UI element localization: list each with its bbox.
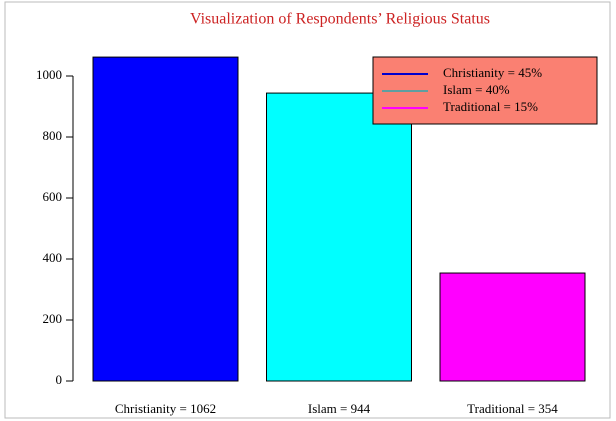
y-tick-label: 400 [43, 250, 63, 265]
y-tick-label: 200 [43, 311, 63, 326]
frame [4, 1, 611, 419]
x-tick-label: Islam = 944 [308, 401, 371, 416]
x-tick-label: Christianity = 1062 [115, 401, 216, 416]
legend-label: Christianity = 45% [443, 65, 542, 80]
bar [92, 56, 239, 382]
y-tick-label: 0 [56, 372, 63, 387]
x-tick-label: Traditional = 354 [467, 401, 558, 416]
y-tick-label: 800 [43, 128, 63, 143]
legend-label: Traditional = 15% [443, 99, 538, 114]
chart-title: Visualization of Respondents’ Religious … [190, 11, 490, 28]
y-tick-label: 1000 [36, 67, 62, 82]
legend-label: Islam = 40% [443, 82, 510, 97]
bar [439, 272, 586, 382]
y-tick-label: 600 [43, 189, 63, 204]
bar [266, 92, 412, 382]
